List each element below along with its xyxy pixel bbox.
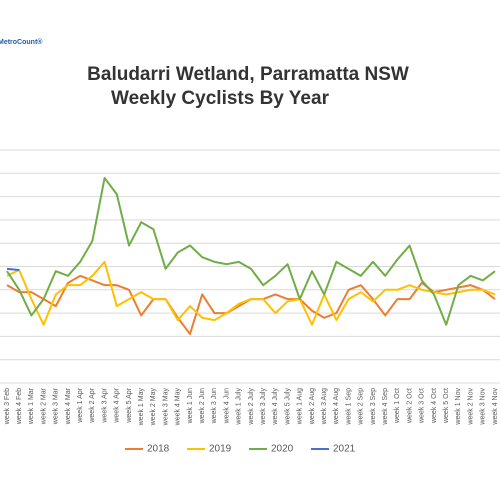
x-tick-label: week 1 Apr <box>77 387 84 423</box>
x-tick-label: week 1 Jun <box>187 388 194 425</box>
series-line <box>6 176 496 326</box>
x-tick-label: week 1 Sep <box>345 388 352 426</box>
x-tick-label: week 5 Apr <box>126 387 133 423</box>
x-tick-label: week 2 Apr <box>89 387 96 423</box>
legend-label: 2018 <box>147 444 170 455</box>
x-tick-label: week 3 May <box>162 388 169 427</box>
x-tick-label: week 1 Nov <box>455 388 462 426</box>
x-tick-label: week 2 Oct <box>406 388 413 424</box>
x-tick-label: week 3 Oct <box>419 388 426 424</box>
x-tick-label: week 4 Feb <box>16 388 23 425</box>
x-tick-label: week 3 Nov <box>480 388 487 426</box>
x-tick-label: week 4 Apr <box>114 387 121 423</box>
logo: MetroCount® <box>0 38 43 46</box>
x-tick-label: week 3 Aug <box>321 388 328 425</box>
x-tick-label: week 4 Oct <box>431 388 438 424</box>
x-tick-label: week 2 July <box>248 388 255 426</box>
x-tick-label: week 4 Mar <box>65 387 72 425</box>
x-tick-label: week 5 Oct <box>443 388 450 424</box>
x-tick-label: week 4 May <box>175 388 182 427</box>
x-tick-label: week 4 Aug <box>333 388 340 425</box>
x-tick-label: week 2 Mar <box>40 387 47 425</box>
series-line <box>6 267 20 271</box>
legend-label: 2019 <box>209 444 232 455</box>
x-tick-label: week 3 Mar <box>53 387 60 425</box>
x-tick-label: week 2 Nov <box>467 388 474 426</box>
x-tick-label: week 1 Aug <box>297 388 304 425</box>
x-tick-label: week 3 Jun <box>211 388 218 425</box>
chart-title: Weekly Cyclists By Year <box>111 88 330 109</box>
x-tick-label: week 4 Nov <box>492 388 499 426</box>
x-tick-label: week 1 Oct <box>394 388 401 424</box>
x-tick-label: week 3 July <box>260 388 267 426</box>
x-tick-label: week 3 Feb <box>4 388 11 425</box>
x-tick-label: week 5 July <box>284 388 291 426</box>
x-tick-label: week 3 Apr <box>101 387 108 423</box>
x-tick-label: week 1 May <box>138 388 145 427</box>
x-tick-label: week 4 Sep <box>382 388 389 426</box>
x-tick-label: week 2 May <box>150 388 157 427</box>
x-tick-label: week 3 Sep <box>370 388 377 426</box>
x-tick-label: week 1 July <box>236 388 243 426</box>
x-tick-label: week 4 July <box>272 388 279 426</box>
legend-label: 2020 <box>271 444 294 455</box>
x-tick-label: week 2 Sep <box>358 388 365 426</box>
legend-label: 2021 <box>333 444 356 455</box>
x-tick-label: week 1 Mar <box>28 387 35 425</box>
x-tick-label: week 4 Jun <box>223 388 230 425</box>
x-tick-label: week 2 Aug <box>309 388 316 425</box>
x-tick-label: week 2 Jun <box>199 388 206 425</box>
chart-title: Baludarri Wetland, Parramatta NSW <box>87 64 409 85</box>
series-line <box>6 260 496 326</box>
